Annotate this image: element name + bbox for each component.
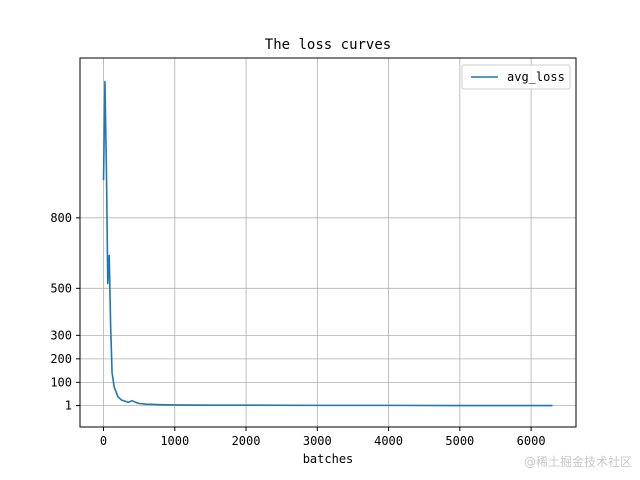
x-tick-label: 0 <box>100 434 107 448</box>
x-tick-label: 2000 <box>232 434 261 448</box>
y-tick-label: 300 <box>50 328 72 342</box>
x-ticks: 0 1000 2000 3000 4000 5000 6000 <box>100 427 546 448</box>
legend-label: avg_loss <box>507 70 565 84</box>
x-tick-label: 3000 <box>303 434 332 448</box>
y-tick-label: 100 <box>50 375 72 389</box>
legend: avg_loss <box>461 64 571 90</box>
series-layer <box>102 80 553 407</box>
y-tick-label: 800 <box>50 211 72 225</box>
y-ticks: 1 100 200 300 500 800 <box>50 211 80 413</box>
watermark: @稀土掘金技术社区 <box>523 455 632 469</box>
y-tick-label: 1 <box>65 399 72 413</box>
chart-title: The loss curves <box>265 37 391 53</box>
y-tick-label: 200 <box>50 352 72 366</box>
y-tick-label: 500 <box>50 281 72 295</box>
plot-frame <box>79 57 577 428</box>
x-tick-label: 6000 <box>517 434 546 448</box>
x-axis-label: batches <box>303 452 354 466</box>
x-tick-label: 5000 <box>445 434 474 448</box>
x-tick-label: 1000 <box>160 434 189 448</box>
legend-box <box>461 64 571 90</box>
x-tick-label: 4000 <box>374 434 403 448</box>
series-line-avg_loss <box>102 80 553 407</box>
grid <box>80 58 576 427</box>
